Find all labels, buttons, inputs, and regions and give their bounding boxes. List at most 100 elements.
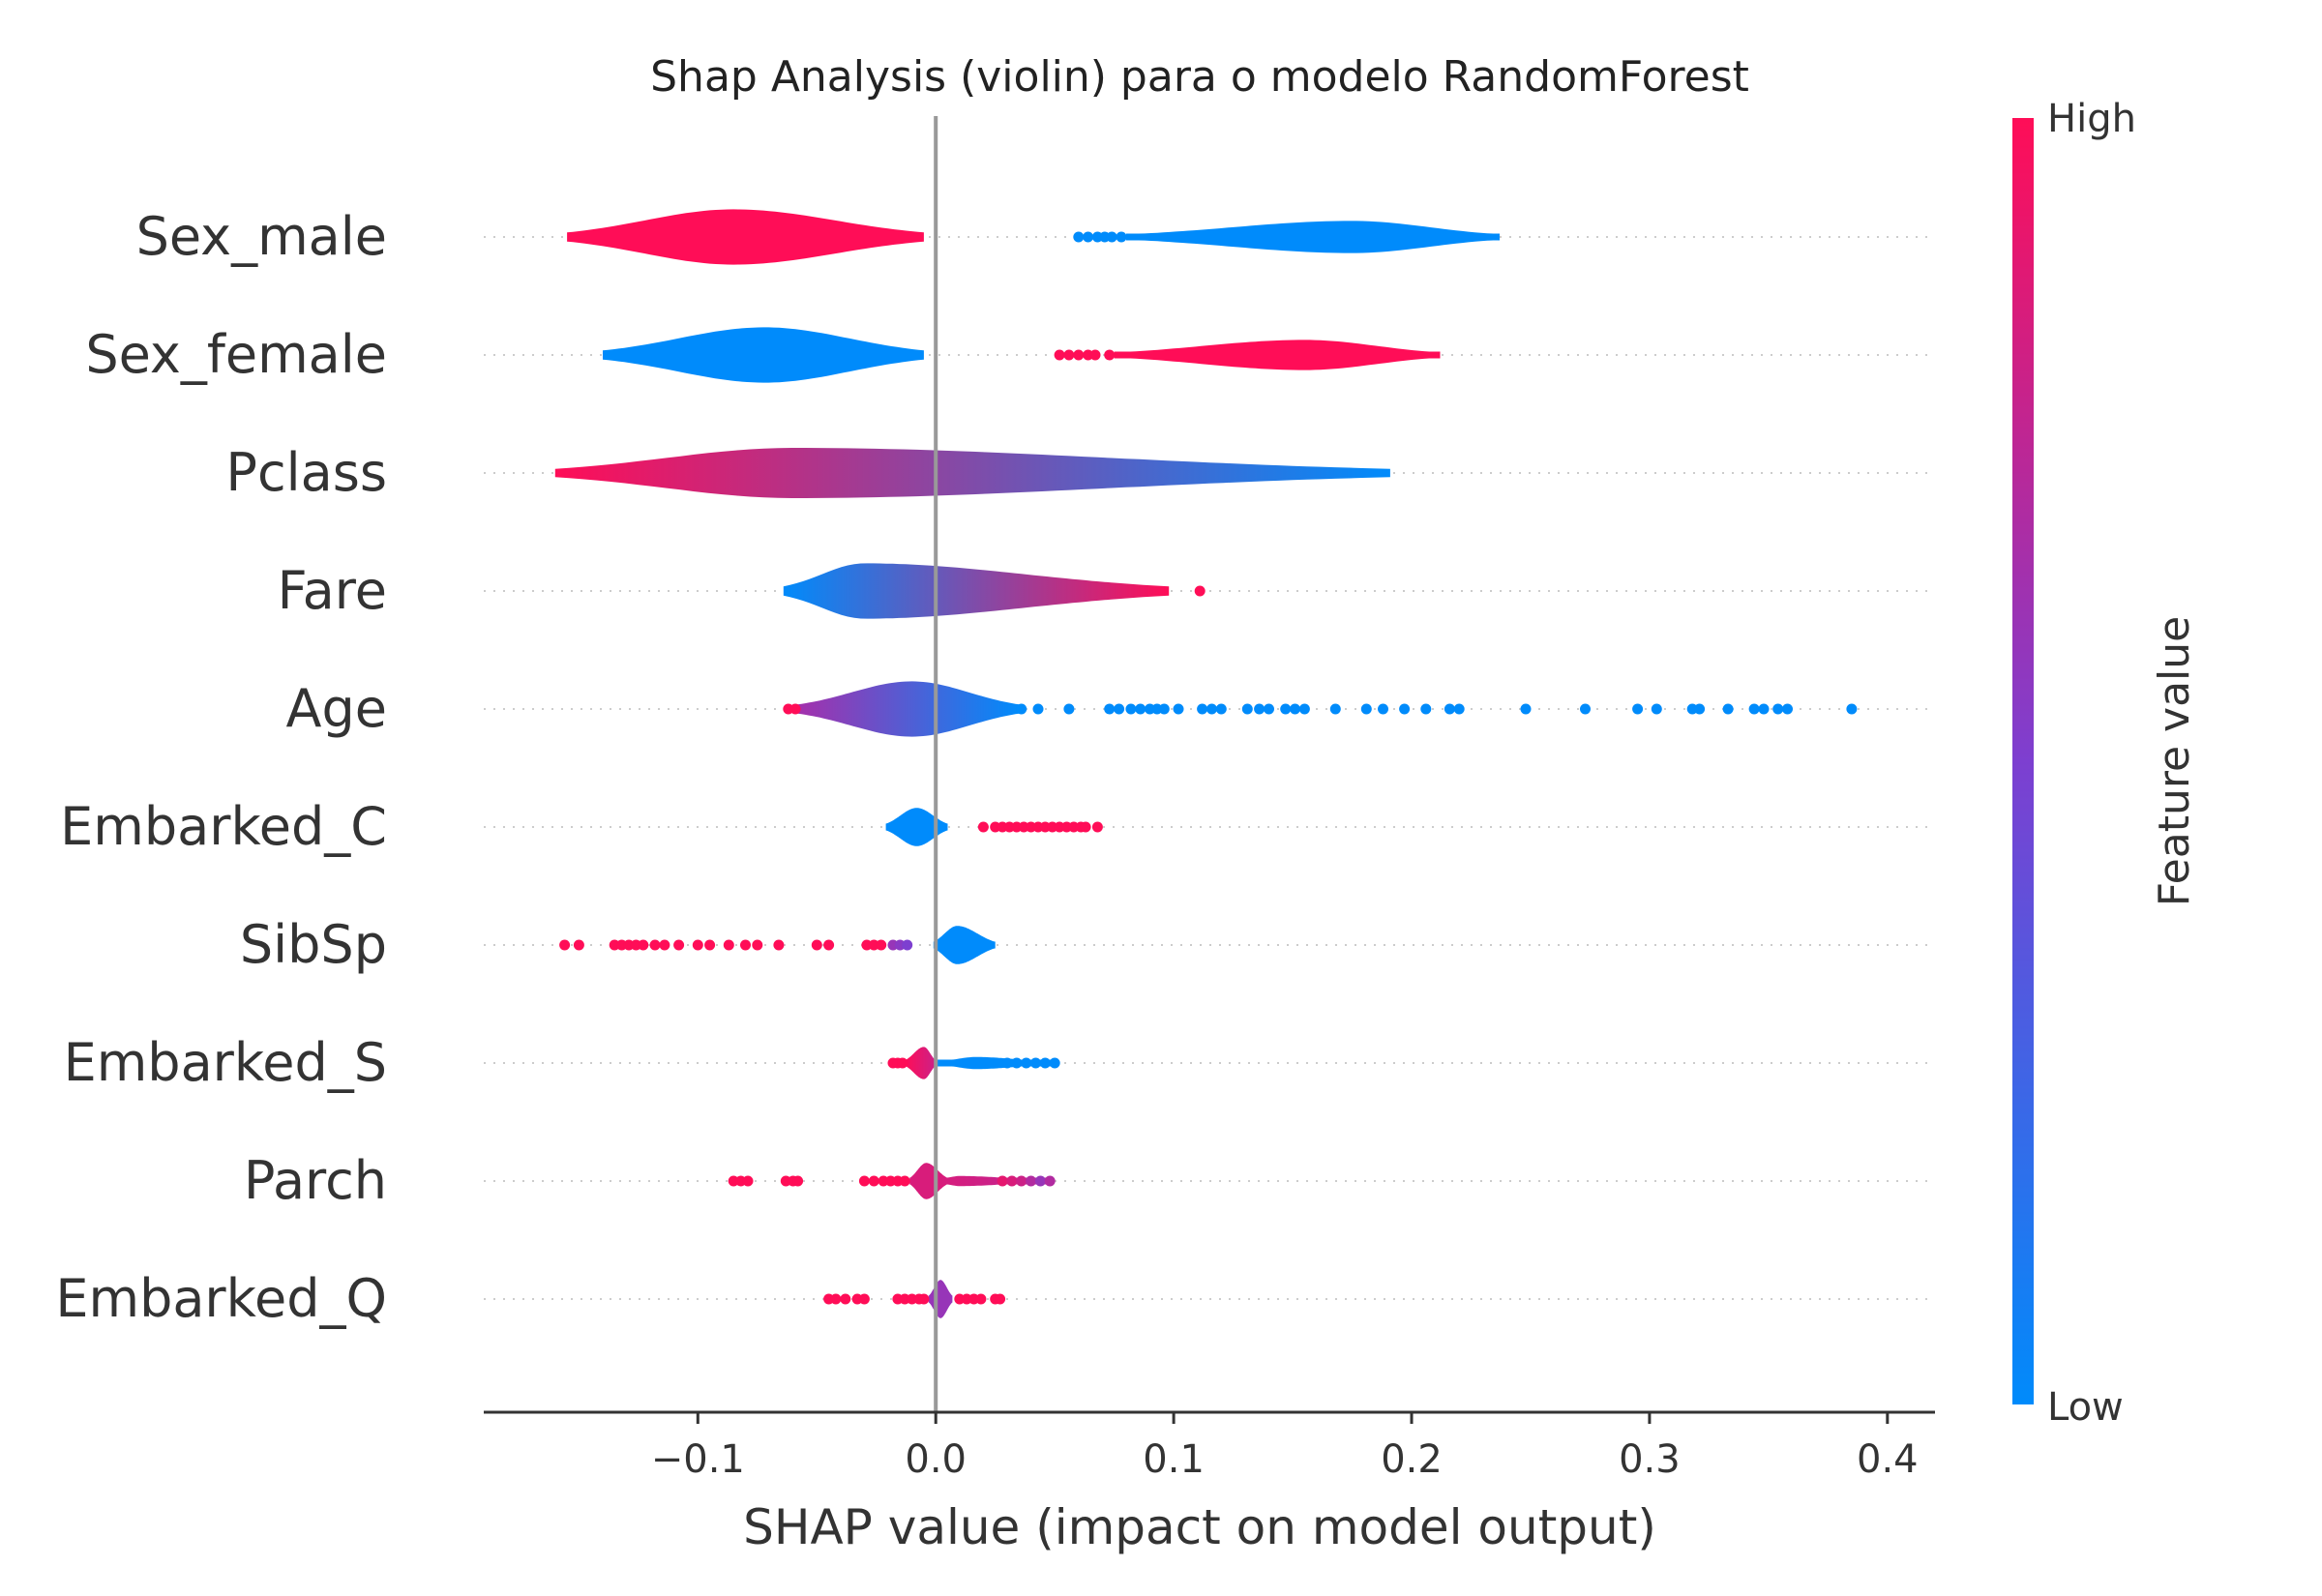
- shap-point: [1089, 349, 1101, 361]
- feature-labels: Sex_male Sex_female Pclass Fare Age Embarked_…: [55, 206, 387, 1329]
- shap-point: [876, 939, 887, 951]
- shap-point: [1748, 703, 1760, 715]
- shap-point: [1580, 703, 1591, 715]
- shap-point: [902, 939, 913, 951]
- shap-point: [1039, 1057, 1051, 1069]
- x-tick-label: −0.1: [651, 1437, 745, 1482]
- colorbar-high-label: High: [2047, 97, 2136, 141]
- shap-point: [1030, 1057, 1041, 1069]
- shap-point: [918, 1293, 930, 1305]
- shap-point: [1054, 349, 1065, 361]
- shap-point: [1329, 703, 1341, 715]
- shap-point: [1264, 703, 1274, 715]
- feature-label: SibSp: [240, 914, 387, 975]
- feature-label: Embarked_S: [64, 1032, 387, 1093]
- shap-point: [723, 939, 734, 951]
- shap-point: [975, 1293, 987, 1305]
- shap-point: [773, 939, 785, 951]
- violin-shape: [554, 448, 1390, 498]
- feature-label: Pclass: [225, 442, 387, 503]
- colorbar-low-label: Low: [2047, 1385, 2124, 1430]
- shap-point: [1001, 1057, 1013, 1069]
- shap-point: [559, 939, 571, 951]
- shap-point: [1091, 821, 1103, 833]
- shap-point: [692, 939, 703, 951]
- shap-point: [997, 1175, 1008, 1187]
- shap-point: [1083, 231, 1094, 243]
- shap-point: [638, 939, 649, 951]
- shap-point: [995, 1293, 1006, 1305]
- shap-point: [1032, 703, 1044, 715]
- shap-point: [742, 1175, 754, 1187]
- shap-point: [1846, 703, 1858, 715]
- shap-point: [659, 939, 670, 951]
- shap-point: [649, 939, 661, 951]
- feature-label: Embarked_Q: [55, 1268, 387, 1329]
- violin-plots: [554, 209, 1500, 1318]
- shap-point: [1194, 585, 1206, 597]
- shap-point: [1254, 703, 1265, 715]
- shap-point: [1298, 703, 1310, 715]
- shap-point: [1215, 703, 1227, 715]
- x-tick-label: 0.2: [1381, 1437, 1443, 1482]
- x-tick-label: 0.1: [1143, 1437, 1205, 1482]
- shap-point: [1444, 703, 1455, 715]
- shap-point: [1016, 1175, 1027, 1187]
- shap-point: [1158, 703, 1170, 715]
- shap-point: [811, 939, 822, 951]
- shap-point: [1011, 1057, 1023, 1069]
- shap-point: [1241, 703, 1253, 715]
- violin-shape: [1114, 340, 1441, 370]
- shap-point: [1694, 703, 1706, 715]
- violin-shape: [603, 327, 924, 383]
- shap-point: [1106, 231, 1117, 243]
- shap-point: [1104, 349, 1116, 361]
- shap-point: [1772, 703, 1784, 715]
- shap-point: [1114, 703, 1125, 715]
- feature-guide-lines: [484, 236, 1935, 1300]
- shap-point: [740, 939, 751, 951]
- violin-shape: [783, 563, 1170, 619]
- shap-point: [573, 939, 584, 951]
- shap-point: [1116, 231, 1127, 243]
- shap-point: [1026, 1175, 1037, 1187]
- shap-point: [704, 939, 716, 951]
- violin-shape: [933, 926, 996, 964]
- chart-title: Shap Analysis (violin) para o modelo Ran…: [650, 52, 1749, 102]
- violin-shape: [797, 681, 1020, 737]
- shap-point: [789, 703, 801, 715]
- feature-label: Fare: [278, 560, 387, 621]
- shap-point: [1044, 1175, 1056, 1187]
- shap-point: [977, 821, 989, 833]
- violin-shape: [905, 1047, 937, 1079]
- shap-point: [1206, 703, 1217, 715]
- shap-point: [1453, 703, 1465, 715]
- shap-point: [1782, 703, 1793, 715]
- x-axis-label: SHAP value (impact on model output): [743, 1499, 1656, 1555]
- violin-shape: [909, 1163, 948, 1199]
- colorbar: [2012, 118, 2034, 1404]
- shap-point: [1758, 703, 1770, 715]
- shap-point: [673, 939, 685, 951]
- shap-point: [1420, 703, 1432, 715]
- shap-point: [1378, 703, 1388, 715]
- shap-point: [1073, 231, 1085, 243]
- shap-point: [1173, 703, 1184, 715]
- shap-point: [1360, 703, 1372, 715]
- shap-point: [1290, 703, 1300, 715]
- shap-point: [823, 939, 835, 951]
- shap-point: [792, 1175, 804, 1187]
- shap-point: [858, 1293, 870, 1305]
- x-axis-ticks: −0.1 0.0 0.1 0.2 0.3 0.4: [651, 1412, 1919, 1482]
- x-tick-label: 0.0: [905, 1437, 967, 1482]
- shap-point: [897, 1057, 908, 1069]
- shap-point: [1006, 1175, 1018, 1187]
- shap-point: [1651, 703, 1662, 715]
- shap-point: [1125, 703, 1137, 715]
- shap-point: [1722, 703, 1734, 715]
- shap-point: [1104, 703, 1116, 715]
- shap-point: [1520, 703, 1532, 715]
- feature-label: Embarked_C: [60, 796, 387, 857]
- feature-label: Sex_female: [85, 324, 387, 385]
- shap-point: [1034, 1175, 1046, 1187]
